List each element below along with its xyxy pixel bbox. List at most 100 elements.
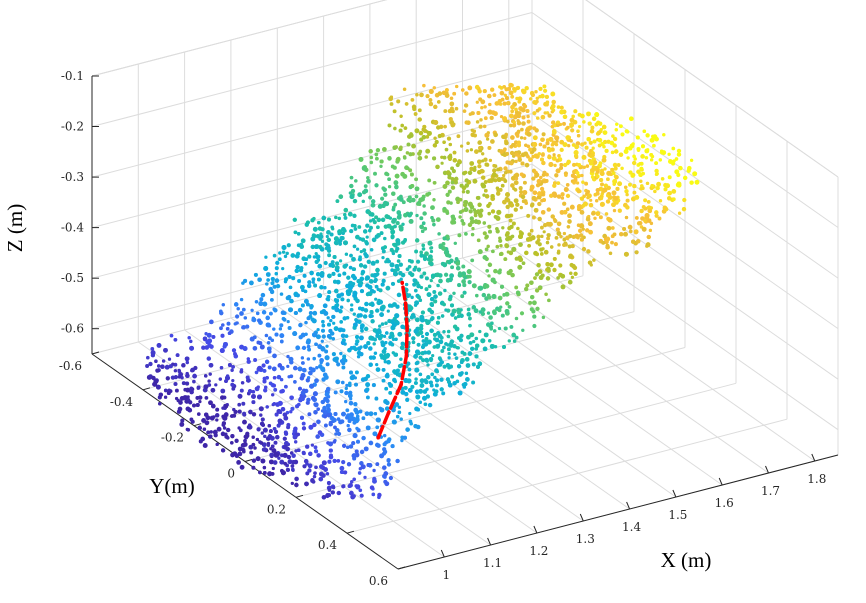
cloud-point bbox=[526, 131, 532, 137]
cloud-point bbox=[411, 104, 417, 110]
cloud-point bbox=[160, 364, 165, 370]
cloud-point bbox=[354, 179, 358, 183]
cloud-point bbox=[264, 333, 269, 338]
cloud-point bbox=[545, 267, 550, 272]
cloud-point bbox=[268, 429, 273, 434]
cloud-point bbox=[516, 130, 520, 135]
cloud-point bbox=[631, 142, 635, 146]
cloud-point bbox=[326, 481, 331, 485]
cloud-point bbox=[343, 207, 348, 213]
cloud-point bbox=[220, 448, 226, 453]
cloud-point bbox=[336, 362, 341, 367]
cloud-point bbox=[289, 298, 294, 304]
cloud-point bbox=[519, 172, 524, 177]
cloud-point bbox=[443, 109, 448, 114]
cloud-point bbox=[184, 356, 190, 362]
cloud-point bbox=[437, 133, 442, 139]
trajectory-point bbox=[403, 302, 408, 306]
cloud-point bbox=[399, 197, 404, 202]
cloud-point bbox=[424, 331, 430, 337]
cloud-point bbox=[513, 89, 517, 93]
cloud-point bbox=[295, 264, 300, 270]
cloud-point bbox=[408, 168, 413, 173]
cloud-point bbox=[444, 308, 448, 312]
box-edge bbox=[91, 0, 388, 77]
cloud-point bbox=[596, 130, 602, 135]
cloud-point bbox=[368, 346, 373, 351]
cloud-point bbox=[521, 121, 526, 126]
cloud-point bbox=[640, 154, 645, 159]
cloud-point bbox=[452, 158, 458, 163]
cloud-point bbox=[656, 181, 661, 187]
cloud-point bbox=[430, 372, 435, 377]
cloud-point bbox=[614, 128, 618, 132]
cloud-point bbox=[339, 327, 344, 332]
cloud-point bbox=[423, 255, 427, 260]
cloud-point bbox=[427, 284, 432, 289]
cloud-point bbox=[432, 180, 437, 185]
cloud-point bbox=[549, 193, 554, 198]
cloud-point bbox=[270, 281, 275, 286]
cloud-point bbox=[520, 88, 525, 93]
cloud-point bbox=[413, 423, 418, 429]
cloud-point bbox=[611, 190, 617, 196]
cloud-point bbox=[391, 337, 396, 342]
cloud-point bbox=[524, 201, 528, 205]
cloud-point bbox=[539, 186, 545, 192]
cloud-point bbox=[163, 347, 168, 353]
cloud-point bbox=[606, 185, 611, 191]
cloud-point bbox=[354, 484, 359, 488]
cloud-point bbox=[291, 453, 296, 458]
cloud-point bbox=[411, 143, 416, 149]
cloud-point bbox=[433, 299, 438, 304]
cloud-point bbox=[639, 166, 644, 171]
cloud-point bbox=[518, 234, 523, 240]
cloud-point bbox=[323, 311, 329, 316]
cloud-point bbox=[204, 412, 209, 417]
cloud-point bbox=[429, 278, 433, 283]
cloud-point bbox=[623, 251, 629, 257]
cloud-point bbox=[485, 268, 490, 273]
cloud-point bbox=[323, 414, 327, 419]
cloud-point bbox=[324, 355, 330, 361]
cloud-point bbox=[287, 274, 292, 279]
cloud-point bbox=[445, 180, 450, 186]
cloud-point bbox=[418, 388, 424, 394]
cloud-point bbox=[581, 246, 587, 252]
cloud-point bbox=[497, 326, 502, 331]
cloud-point bbox=[539, 252, 544, 256]
cloud-point bbox=[157, 395, 162, 400]
cloud-point bbox=[192, 379, 196, 384]
cloud-point bbox=[274, 266, 279, 271]
cloud-point bbox=[517, 264, 523, 270]
cloud-point bbox=[433, 104, 438, 110]
cloud-point bbox=[586, 189, 590, 194]
cloud-point bbox=[247, 424, 253, 430]
cloud-point bbox=[465, 363, 471, 368]
cloud-point bbox=[636, 221, 642, 226]
cloud-point bbox=[549, 106, 554, 110]
cloud-point bbox=[662, 206, 668, 211]
cloud-point bbox=[605, 236, 611, 242]
cloud-point bbox=[458, 197, 463, 202]
cloud-point bbox=[414, 300, 419, 306]
cloud-point bbox=[368, 440, 374, 446]
cloud-point bbox=[434, 378, 440, 383]
cloud-point bbox=[225, 374, 230, 378]
cloud-point bbox=[503, 179, 508, 183]
cloud-point bbox=[646, 148, 650, 152]
cloud-point bbox=[534, 288, 540, 293]
cloud-point bbox=[334, 359, 339, 364]
cloud-point bbox=[507, 305, 512, 309]
cloud-point bbox=[403, 156, 407, 160]
cloud-point bbox=[314, 259, 319, 264]
cloud-point bbox=[282, 452, 288, 458]
cloud-point bbox=[417, 117, 422, 122]
cloud-point bbox=[422, 83, 426, 88]
cloud-point bbox=[344, 390, 349, 396]
cloud-point bbox=[170, 375, 176, 380]
cloud-point bbox=[526, 119, 531, 124]
cloud-point bbox=[189, 386, 194, 391]
cloud-point bbox=[299, 284, 305, 290]
cloud-point bbox=[281, 266, 285, 271]
